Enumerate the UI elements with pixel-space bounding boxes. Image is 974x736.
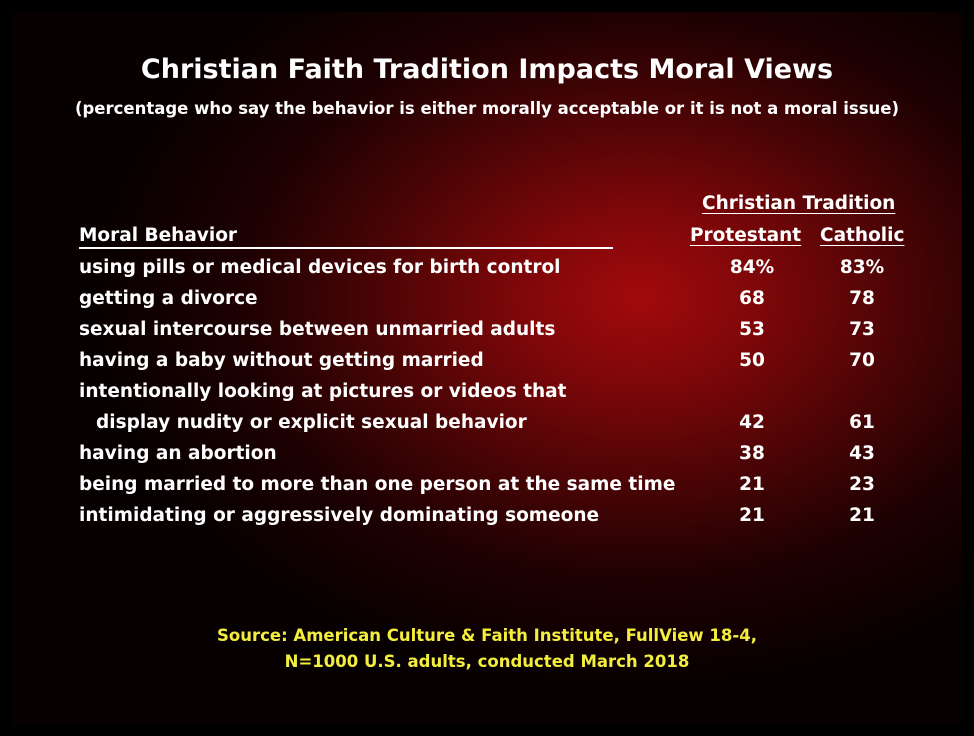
row-behavior-label: sexual intercourse between unmarried adu… [79,319,556,340]
row-behavior-label: getting a divorce [79,288,258,309]
row-protestant-value: 21 [739,505,765,526]
row-protestant-value: 38 [739,443,765,464]
source-note: Source: American Culture & Faith Institu… [12,623,962,675]
row-catholic-value: 43 [849,443,875,464]
row-catholic-value: 61 [849,412,875,433]
table-row: being married to more than one person at… [12,474,962,505]
column-header-moral-behavior: Moral Behavior [79,225,613,249]
slide: Christian Faith Tradition Impacts Moral … [12,12,962,726]
page-subtitle: (percentage who say the behavior is eith… [74,99,900,118]
table-row: having a baby without getting married 50 7… [12,350,962,381]
row-protestant-value: 84% [729,257,775,278]
row-protestant-value: 68 [739,288,765,309]
source-line-2: N=1000 U.S. adults, conducted March 2018 [284,652,690,671]
page-title: Christian Faith Tradition Impacts Moral … [140,54,834,85]
row-behavior-label: having a baby without getting married [79,350,484,371]
column-header-catholic: Catholic [820,225,905,246]
row-behavior-label: intentionally looking at pictures or vid… [79,381,567,402]
row-catholic-value: 73 [849,319,875,340]
row-behavior-label: being married to more than one person at… [79,474,676,495]
row-catholic-value: 21 [849,505,875,526]
table-row: intimidating or aggressively dominating … [12,505,962,536]
row-protestant-value: 53 [739,319,765,340]
source-line-1: Source: American Culture & Faith Institu… [217,626,757,645]
row-catholic-value: 23 [849,474,875,495]
row-protestant-value: 42 [739,412,765,433]
table-row: using pills or medical devices for birth… [12,257,962,288]
row-behavior-label-continued: display nudity or explicit sexual behavi… [96,412,527,433]
group-header-christian-tradition: Christian Tradition [702,193,896,214]
row-protestant-value: 21 [739,474,765,495]
column-header-protestant: Protestant [690,225,802,246]
row-protestant-value: 50 [739,350,765,371]
table-row: sexual intercourse between unmarried adu… [12,319,962,350]
row-catholic-value: 70 [849,350,875,371]
table-row: having an abortion 38 43 [12,443,962,474]
row-behavior-label: intimidating or aggressively dominating … [79,505,600,526]
table-row: getting a divorce 68 78 [12,288,962,319]
table-row: intentionally looking at pictures or vid… [12,381,962,443]
row-behavior-label: having an abortion [79,443,277,464]
row-catholic-value: 83% [839,257,885,278]
row-behavior-label: using pills or medical devices for birth… [79,257,561,278]
row-catholic-value: 78 [849,288,875,309]
